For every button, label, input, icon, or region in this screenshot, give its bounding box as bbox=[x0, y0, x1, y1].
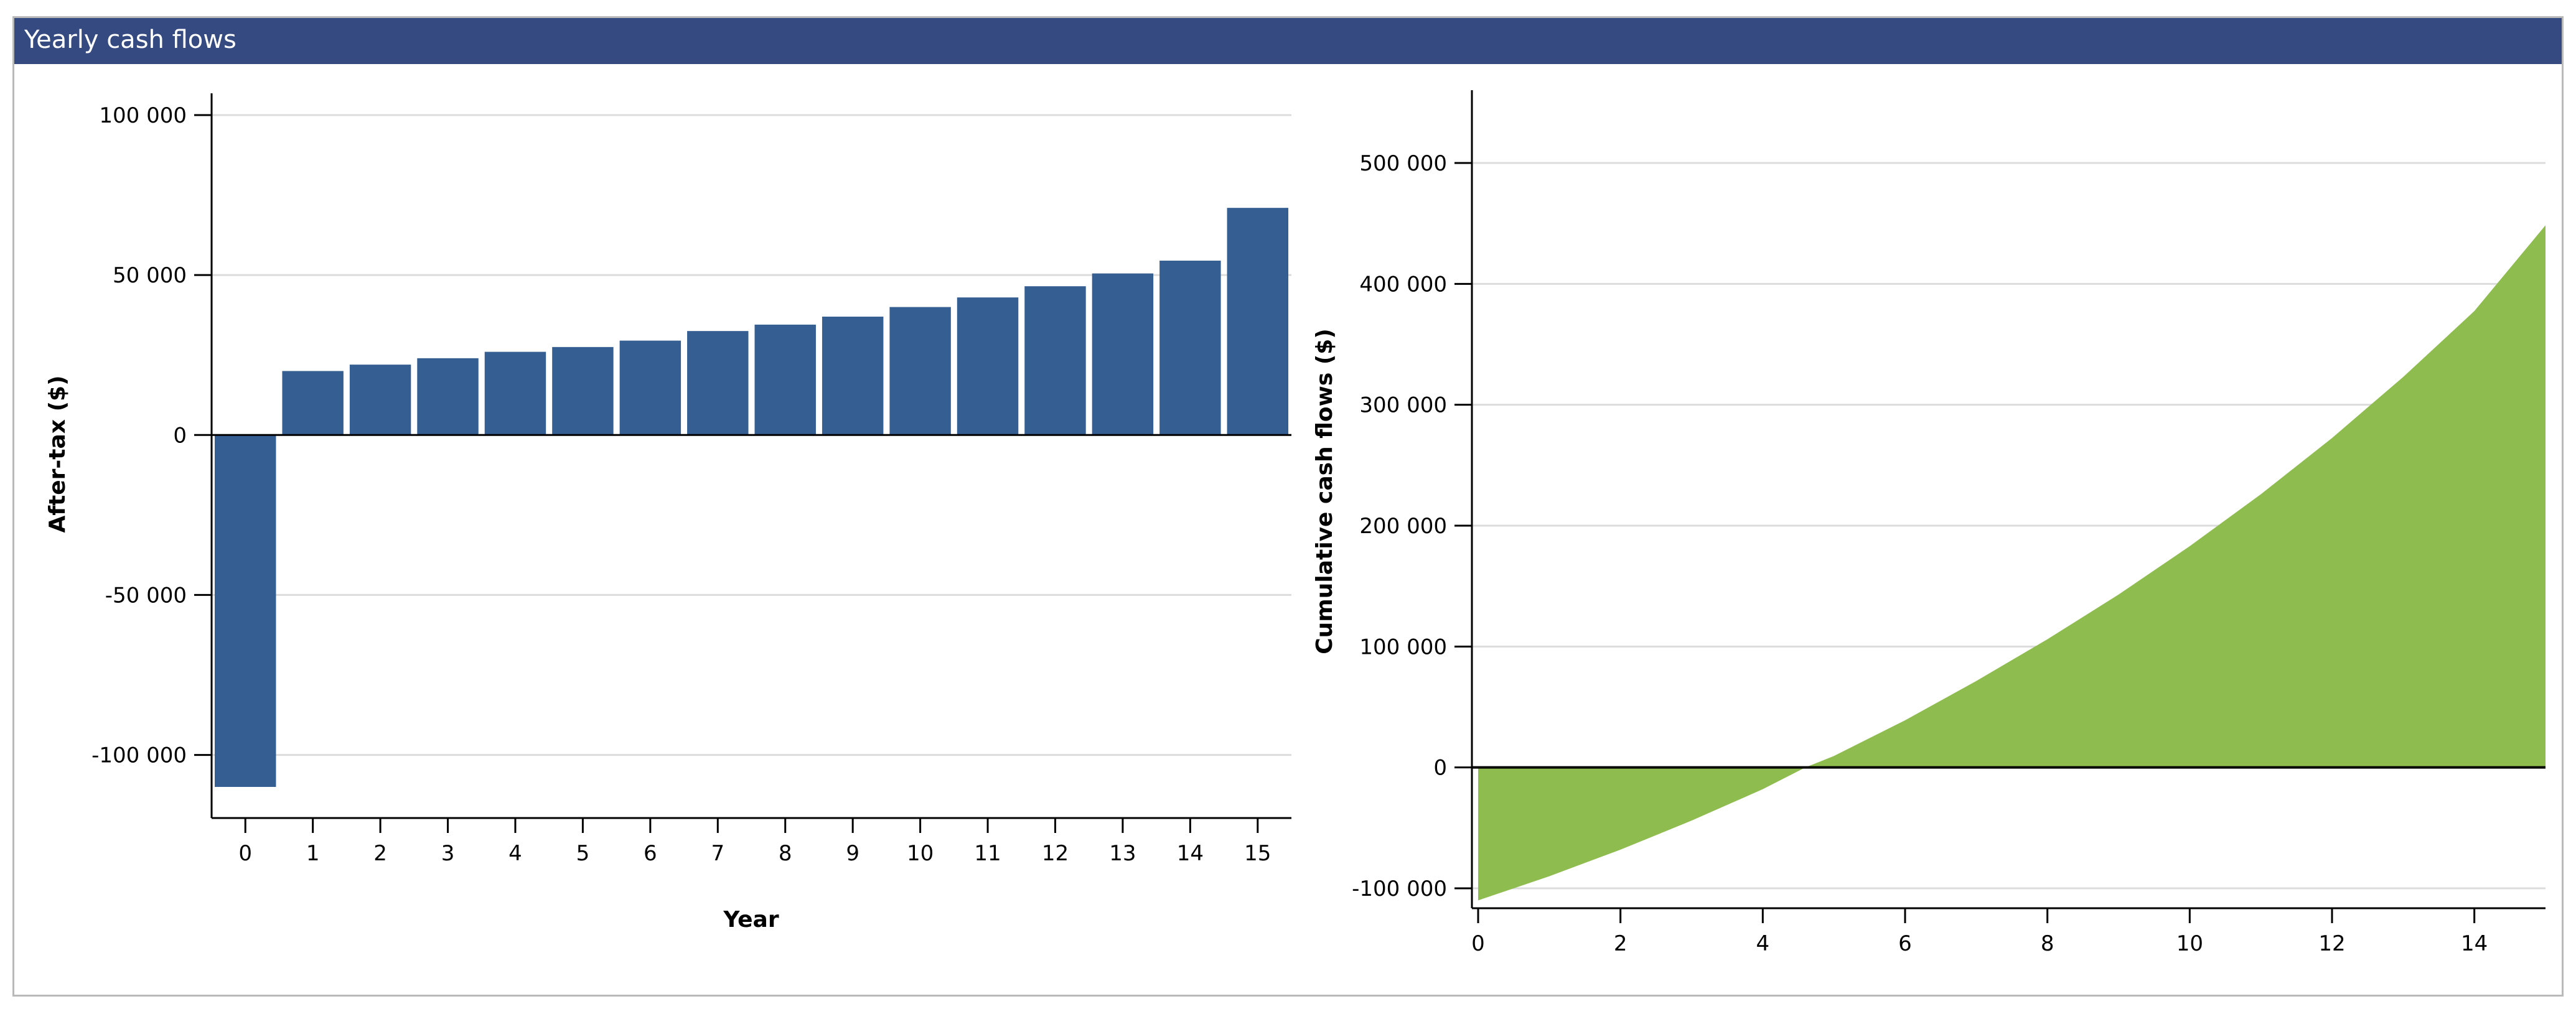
bar-year-0 bbox=[215, 435, 276, 787]
bar-year-5 bbox=[552, 346, 614, 435]
bar-chart-x-tick-label: 15 bbox=[1244, 841, 1271, 866]
bar-chart-y-tick-label: -100 000 bbox=[91, 743, 187, 768]
bar-chart-y-tick-label: 0 bbox=[173, 423, 187, 448]
bar-chart-y-tick-label: 50 000 bbox=[113, 263, 187, 288]
bar-year-7 bbox=[687, 331, 749, 435]
bar-year-10 bbox=[889, 307, 951, 435]
bar-chart-x-tick-label: 5 bbox=[576, 841, 590, 866]
bar-chart-y-tick-label: -50 000 bbox=[105, 583, 187, 608]
bar-year-14 bbox=[1159, 261, 1221, 435]
bar-year-8 bbox=[754, 324, 816, 435]
bar-chart-x-tick-label: 14 bbox=[1177, 841, 1204, 866]
bar-chart-x-tick-label: 9 bbox=[846, 841, 859, 866]
bar-chart-x-tick-label: 6 bbox=[644, 841, 657, 866]
bar-chart-x-tick-label: 13 bbox=[1109, 841, 1136, 866]
bar-year-15 bbox=[1227, 208, 1288, 435]
bar-year-4 bbox=[484, 351, 546, 435]
bar-chart-x-tick-label: 10 bbox=[907, 841, 934, 866]
bar-chart-y-tick-label: 100 000 bbox=[99, 103, 187, 128]
bar-chart-x-tick-label: 7 bbox=[711, 841, 724, 866]
bar-year-6 bbox=[619, 340, 681, 435]
bar-year-13 bbox=[1092, 273, 1154, 435]
bar-chart-x-tick-label: 4 bbox=[508, 841, 522, 866]
bar-year-1 bbox=[282, 371, 344, 435]
bar-chart-x-tick-label: 8 bbox=[779, 841, 792, 866]
bar-chart-x-tick-label: 12 bbox=[1042, 841, 1069, 866]
bar-year-2 bbox=[349, 365, 411, 435]
bar-year-12 bbox=[1024, 286, 1086, 435]
panel-titlebar: Yearly cash flows bbox=[14, 18, 2562, 64]
bar-chart-y-axis-label: After-tax ($) bbox=[45, 375, 70, 532]
bar-chart-x-tick-label: 3 bbox=[441, 841, 455, 866]
bar-chart-x-tick-label: 0 bbox=[238, 841, 252, 866]
bar-year-11 bbox=[957, 297, 1019, 435]
bar-chart-x-axis-label: Year bbox=[723, 907, 779, 932]
bar-year-9 bbox=[822, 317, 884, 435]
bar-year-3 bbox=[417, 358, 479, 435]
bar-chart-x-tick-label: 1 bbox=[306, 841, 320, 866]
panel-title: Yearly cash flows bbox=[24, 26, 237, 54]
bar-chart-x-tick-label: 2 bbox=[373, 841, 387, 866]
bar-chart-x-tick-label: 11 bbox=[974, 841, 1001, 866]
